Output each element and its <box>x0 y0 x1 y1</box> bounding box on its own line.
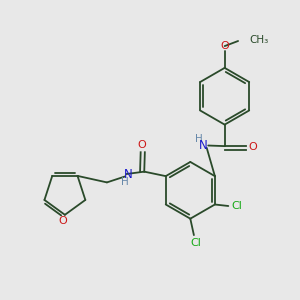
Text: CH₃: CH₃ <box>249 34 269 44</box>
Text: H: H <box>121 176 129 187</box>
Text: O: O <box>137 140 146 150</box>
Text: N: N <box>199 139 207 152</box>
Text: O: O <box>248 142 257 152</box>
Text: Cl: Cl <box>191 238 202 248</box>
Text: H: H <box>195 134 203 144</box>
Text: O: O <box>58 216 67 226</box>
Text: Cl: Cl <box>232 201 243 211</box>
Text: N: N <box>124 167 133 181</box>
Text: O: O <box>220 41 229 51</box>
